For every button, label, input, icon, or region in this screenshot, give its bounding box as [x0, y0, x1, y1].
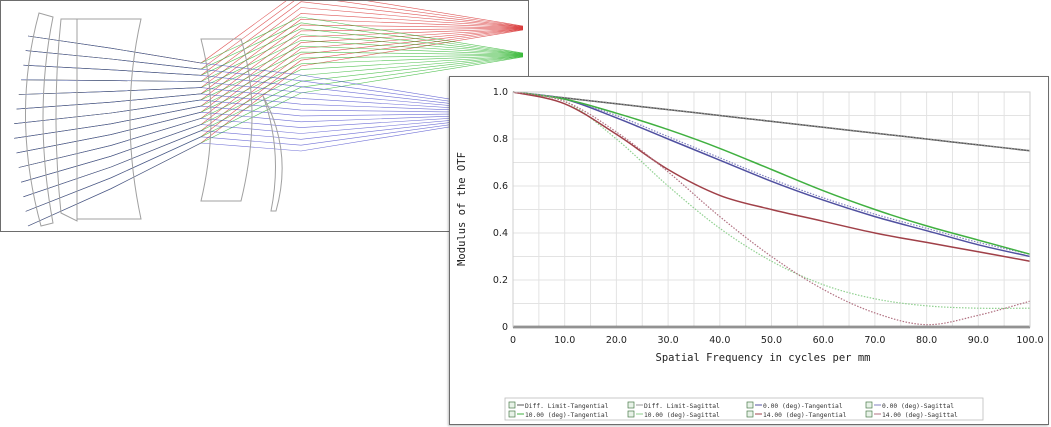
y-tick-label: 0.4 — [493, 228, 508, 239]
lens-element — [200, 38, 253, 202]
legend-entry: 10.00 (deg)-Tangential — [525, 412, 609, 419]
legend-entry: 14.00 (deg)-Tangential — [763, 412, 847, 419]
series-line-2 — [512, 91, 1031, 258]
mtf-chart-panel: 0 10.0 20.0 30.0 40.0 50.0 60.0 70.0 80.0 90.0 100… — [449, 76, 1049, 425]
lens-element — [262, 95, 283, 212]
ray-path — [16, 111, 524, 154]
y-tick-label: 0.2 — [493, 275, 508, 286]
chart-series — [512, 91, 1031, 326]
y-tick-labels: 0 0.2 0.4 0.6 0.8 1.0 — [493, 87, 508, 333]
x-tick-label: 80.0 — [916, 335, 937, 346]
ray-path — [23, 64, 524, 112]
ray-path — [23, 1, 524, 76]
ray-path — [27, 35, 524, 112]
legend-entry: 10.00 (deg)-Sagittal — [644, 412, 720, 419]
x-axis-label: Spatial Frequency in cycles per mm — [656, 352, 871, 364]
legend-swatch — [746, 410, 754, 418]
chart-axes — [512, 91, 1031, 329]
x-tick-label: 70.0 — [864, 335, 885, 346]
ray-path — [25, 114, 524, 212]
x-tick-label: 10.0 — [554, 335, 575, 346]
ray-path — [14, 99, 524, 124]
y-tick-label: 0.8 — [493, 134, 508, 145]
x-tick-label: 20.0 — [606, 335, 627, 346]
ray-path — [25, 22, 524, 70]
legend-swatch — [627, 410, 635, 418]
x-tick-label: 60.0 — [813, 335, 834, 346]
ray-path — [18, 87, 524, 113]
ray-path — [14, 105, 524, 139]
legend-swatch — [865, 410, 873, 418]
series-line-4 — [512, 91, 1031, 255]
ray-path — [27, 114, 524, 227]
lens-layout-diagram — [14, 1, 524, 227]
series-line-6 — [512, 91, 1031, 262]
ray-path — [23, 114, 524, 198]
y-tick-label: 0 — [502, 322, 508, 333]
ray-path — [21, 79, 524, 113]
ray-path — [18, 113, 524, 168]
ray-path — [16, 45, 524, 110]
ray-path — [16, 93, 524, 113]
lens-layout-panel — [0, 0, 529, 232]
legend-swatch — [508, 410, 516, 418]
legend-entry: Diff. Limit-Tangential — [525, 403, 609, 410]
lens-element — [55, 18, 78, 222]
legend-entry: 14.00 (deg)-Sagittal — [882, 412, 958, 419]
legend-swatch — [627, 401, 635, 409]
lens-element — [76, 18, 142, 220]
legend-swatch — [508, 401, 516, 409]
ray-path — [25, 50, 524, 112]
lens-elements — [24, 12, 283, 227]
legend-entry: 0.00 (deg)-Tangential — [763, 403, 843, 410]
plot-frame — [512, 91, 1031, 328]
ray-path — [21, 113, 524, 183]
chart-legend: Diff. Limit-Tangential Diff. Limit-Sagitt… — [504, 397, 984, 421]
legend-swatch — [746, 401, 754, 409]
x-tick-labels: 0 10.0 20.0 30.0 40.0 50.0 60.0 70.0 80.0 90.0 100… — [510, 335, 1044, 346]
lens-element — [24, 12, 54, 227]
ray-path — [16, 18, 524, 110]
ray-path — [21, 28, 524, 183]
legend-swatch — [865, 401, 873, 409]
legend-entry: Diff. Limit-Sagittal — [644, 403, 720, 410]
mtf-chart: 0 10.0 20.0 30.0 40.0 50.0 60.0 70.0 80.0 90.0 100… — [456, 87, 1044, 421]
x-tick-label: 90.0 — [968, 335, 989, 346]
ray-fan — [14, 1, 524, 227]
series-line-0 — [512, 91, 1031, 152]
series-line-3 — [512, 91, 1031, 255]
y-tick-label: 1.0 — [493, 87, 508, 98]
x-tick-label: 50.0 — [761, 335, 782, 346]
x-tick-label: 40.0 — [709, 335, 730, 346]
y-axis-label: Modulus of the OTF — [456, 152, 468, 266]
x-tick-label: 0 — [510, 335, 516, 346]
x-tick-label: 30.0 — [658, 335, 679, 346]
series-line-5 — [512, 91, 1031, 309]
y-tick-label: 0.6 — [493, 181, 508, 192]
legend-box — [504, 397, 984, 421]
series-line-7 — [512, 91, 1031, 326]
x-tick-label: 100.0 — [1016, 335, 1043, 346]
legend-entry: 0.00 (deg)-Sagittal — [882, 403, 954, 410]
